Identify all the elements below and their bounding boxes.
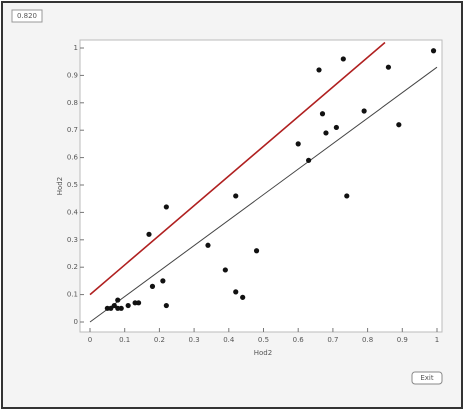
point <box>240 294 246 300</box>
point <box>146 231 152 237</box>
point <box>430 48 437 54</box>
x-tick-label: 0.2 <box>154 336 165 344</box>
point <box>361 108 367 114</box>
point <box>115 305 121 311</box>
x-tick-label: 0.9 <box>397 336 408 344</box>
point <box>233 289 239 295</box>
point <box>385 64 392 70</box>
label-box <box>11 9 43 23</box>
point <box>316 67 322 73</box>
point <box>323 130 329 136</box>
point <box>125 302 131 309</box>
x-tick-label: 0.1 <box>119 336 130 344</box>
y-tick-label: 0.7 <box>67 126 78 134</box>
x-tick-label: 0.6 <box>293 336 305 344</box>
point <box>108 305 114 311</box>
x-tick-label: 0.3 <box>189 336 200 344</box>
x-tick-label: 0.4 <box>223 336 235 344</box>
point <box>160 278 166 284</box>
x-tick-label: 1 <box>435 336 439 344</box>
x-tick-label: 0.5 <box>258 336 269 344</box>
exit-button[interactable] <box>411 371 443 385</box>
point <box>111 302 117 309</box>
point <box>319 111 326 117</box>
point <box>396 122 402 128</box>
point <box>233 193 239 199</box>
plot-area <box>79 39 443 333</box>
point <box>163 302 169 309</box>
point <box>115 297 121 303</box>
fit-line <box>89 66 438 323</box>
point <box>149 283 156 289</box>
point <box>163 204 169 210</box>
point <box>253 248 260 254</box>
y-tick-label: 0.1 <box>67 291 78 299</box>
point <box>344 193 350 199</box>
point <box>333 124 339 131</box>
point <box>205 242 211 248</box>
y-tick-label: 0.2 <box>67 263 78 271</box>
x-tick-label: 0 <box>88 336 92 344</box>
point <box>295 141 301 147</box>
panel-label: 0.820 <box>17 12 37 20</box>
y-tick-label: 0.5 <box>67 181 78 189</box>
point <box>222 267 228 273</box>
point <box>135 300 142 306</box>
y-tick-label: 0.6 <box>67 154 79 162</box>
x-axis-label: Hod2 <box>254 349 272 357</box>
x-tick-label: 0.7 <box>327 336 338 344</box>
y-tick-label: 1 <box>74 44 78 52</box>
y-axis-label: Hod2 <box>56 177 64 195</box>
y-tick-label: 0 <box>74 318 78 326</box>
x-tick-label: 0.8 <box>362 336 373 344</box>
button-label[interactable]: Exit <box>420 374 434 382</box>
y-tick-label: 0.8 <box>67 99 78 107</box>
y-tick-label: 0.3 <box>67 236 78 244</box>
point <box>340 56 346 62</box>
point <box>306 157 312 163</box>
y-tick-label: 0.9 <box>67 71 78 79</box>
y-tick-label: 0.4 <box>67 208 79 216</box>
fit-line <box>89 41 386 296</box>
